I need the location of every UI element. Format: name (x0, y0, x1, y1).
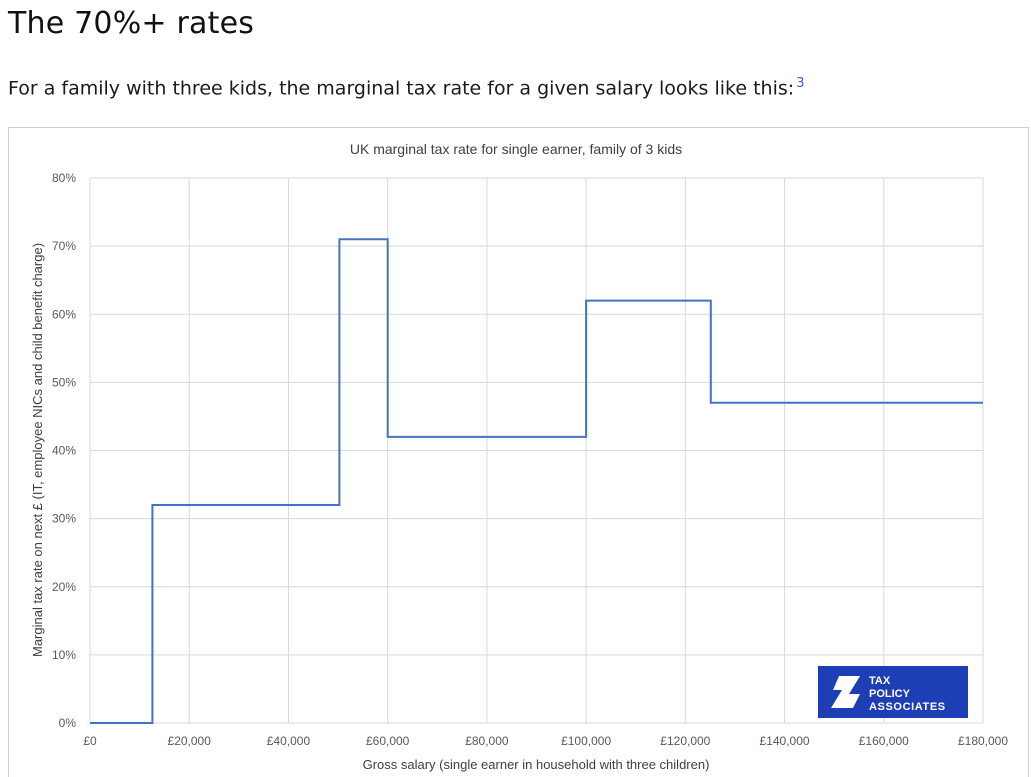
intro-paragraph: For a family with three kids, the margin… (8, 76, 804, 99)
y-tick-label: 30% (52, 512, 76, 526)
x-tick-label: £140,000 (760, 734, 810, 748)
x-tick-label: £20,000 (168, 734, 212, 748)
footnote-link[interactable]: 3 (796, 76, 805, 91)
marginal-rate-line (90, 238, 983, 724)
y-tick-label: 50% (52, 375, 76, 389)
x-tick-label: £180,000 (958, 734, 1008, 748)
y-tick-label: 70% (52, 239, 76, 253)
y-tick-label: 80% (52, 171, 76, 185)
logo-line-3: ASSOCIATES (869, 701, 946, 713)
y-tick-label: 60% (52, 307, 76, 321)
logo-line-1: TAX (869, 675, 891, 687)
intro-text: For a family with three kids, the margin… (8, 77, 795, 100)
logo-mark-icon (831, 676, 860, 708)
y-tick-label: 10% (52, 648, 76, 662)
series-layer (90, 238, 983, 724)
tax-rate-chart: UK marginal tax rate for single earner, … (30, 141, 1008, 772)
x-tick-label: £0 (83, 734, 97, 748)
x-tick-label: £80,000 (465, 734, 509, 748)
tax-policy-associates-logo: TAX POLICY ASSOCIATES (818, 666, 968, 718)
x-tick-label: £40,000 (267, 734, 311, 748)
x-tick-label: £120,000 (660, 734, 710, 748)
x-tick-label: £160,000 (859, 734, 909, 748)
page-heading: The 70%+ rates (8, 6, 255, 41)
x-axis-label: Gross salary (single earner in household… (363, 757, 710, 772)
x-tick-labels: £0 £20,000 £40,000 £60,000 £80,000 £100,000 £1… (83, 734, 1008, 748)
y-tick-labels: 0% 10% 20% 30% 40% 50% 60% 70% 80% (52, 171, 76, 730)
grid-layer (89, 177, 984, 724)
x-tick-label: £60,000 (366, 734, 410, 748)
chart-frame: UK marginal tax rate for single earner, … (8, 127, 1029, 777)
x-tick-label: £100,000 (561, 734, 611, 748)
y-tick-label: 0% (59, 716, 77, 730)
y-tick-label: 40% (52, 444, 76, 458)
y-tick-label: 20% (52, 580, 76, 594)
logo-line-2: POLICY (869, 688, 911, 700)
y-axis-label: Marginal tax rate on next £ (IT, employe… (30, 243, 45, 657)
chart-title: UK marginal tax rate for single earner, … (350, 141, 682, 157)
